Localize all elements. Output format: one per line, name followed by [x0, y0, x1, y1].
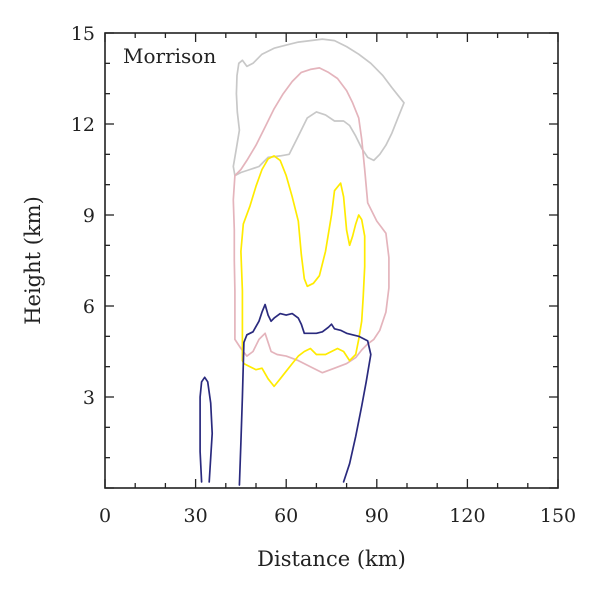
contour-line-4 [238, 303, 372, 486]
x-tick-label: 30 [184, 505, 208, 527]
x-axis-title: Distance (km) [257, 547, 406, 571]
x-tick-label: 60 [274, 505, 298, 527]
tick-labels: 0 30 60 90 120 150 3 6 9 12 15 [71, 23, 576, 527]
x-tick-label: 150 [540, 505, 576, 527]
contour-line-3 [240, 155, 366, 388]
x-tick-label: 120 [449, 505, 485, 527]
y-axis-title: Height (km) [21, 196, 45, 325]
y-tick-label: 15 [71, 23, 95, 45]
contour-line-5 [199, 376, 214, 483]
x-tick-label: 0 [99, 505, 111, 527]
y-tick-label: 3 [83, 387, 95, 409]
y-tick-label: 12 [71, 114, 95, 136]
y-tick-label: 9 [83, 205, 95, 227]
panel-label: Morrison [123, 44, 216, 68]
ticks-layer [104, 32, 559, 489]
contour-line-1 [232, 38, 405, 177]
x-tick-label: 90 [365, 505, 389, 527]
contour-line-2 [232, 67, 390, 374]
y-tick-label: 6 [83, 296, 95, 318]
plot-frame [104, 32, 559, 489]
series-layer [199, 38, 405, 486]
